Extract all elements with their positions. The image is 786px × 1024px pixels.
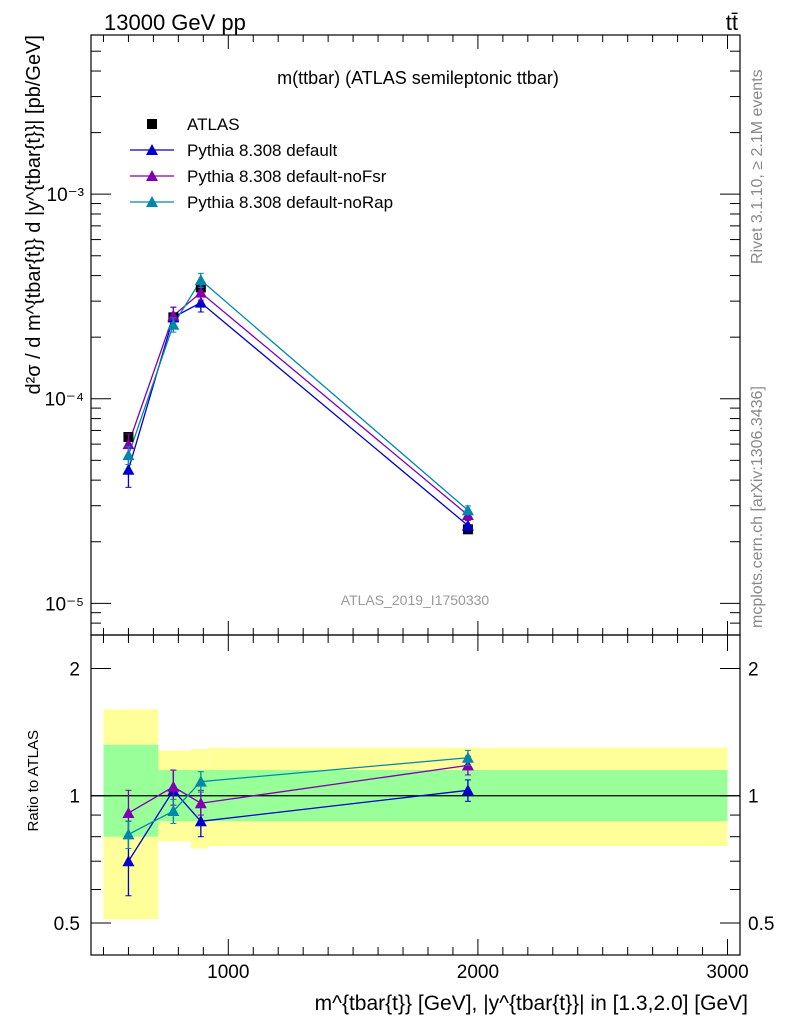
y-tick-label: 10⁻⁵ <box>45 594 84 615</box>
legend-marker <box>146 144 158 155</box>
legend-label: Pythia 8.308 default <box>187 141 338 160</box>
header-left: 13000 GeV pp <box>104 10 246 35</box>
ratio-point <box>167 780 180 792</box>
ratio-markers <box>122 749 474 897</box>
ratio-point <box>122 855 135 867</box>
legend-marker <box>146 196 158 207</box>
ratio-point <box>461 751 474 763</box>
ratio-panel: 0.5 0.5 1 1 2 2 1000 2000 3000 Ratio to ATLAS m^… <box>25 634 774 1015</box>
x-tick-label: 1000 <box>207 962 249 983</box>
ratio-y-tick-label: 0.5 <box>54 914 80 935</box>
series-line <box>127 279 469 511</box>
main-series-lines <box>127 279 469 527</box>
ratio-frame <box>90 634 741 956</box>
chart-title: m(ttbar) (ATLAS semileptonic ttbar) <box>277 68 559 88</box>
y-tick-label: 10⁻³ <box>47 185 85 206</box>
series-line <box>127 301 469 527</box>
legend-label: Pythia 8.308 default-noRap <box>187 193 393 212</box>
main-ticks: 10⁻⁵ 10⁻⁴ 10⁻³ <box>45 34 740 636</box>
mcplots-label: mcplots.cern.ch [arXiv:1306.3436] <box>749 386 766 628</box>
ratio-y-tick-label-right: 1 <box>748 787 759 808</box>
main-markers <box>122 272 474 535</box>
header-right: tt̄ <box>726 10 738 35</box>
series-line <box>127 291 469 516</box>
mc-point <box>461 504 474 516</box>
legend-label: Pythia 8.308 default-noFsr <box>187 167 387 186</box>
ratio-point <box>122 807 135 819</box>
main-panel: 10⁻⁵ 10⁻⁴ 10⁻³ m(ttbar) (ATLAS semileptoni… <box>23 34 741 636</box>
legend-marker <box>147 119 157 129</box>
legend-label: ATLAS <box>187 115 240 134</box>
x-tick-label: 2000 <box>457 962 499 983</box>
legend-marker <box>146 170 158 181</box>
mc-point <box>194 296 207 308</box>
ratio-point <box>194 797 207 809</box>
mc-point <box>122 463 135 475</box>
ratio-series-line <box>128 764 469 814</box>
ratio-point <box>194 775 207 787</box>
mc-point <box>167 318 180 330</box>
ratio-bands <box>91 709 740 920</box>
y-tick-label: 10⁻⁴ <box>45 390 84 411</box>
ratio-y-tick-label-right: 2 <box>748 659 759 680</box>
mc-point <box>194 274 207 286</box>
ratio-series-lines <box>127 757 469 862</box>
ratio-y-tick-label: 2 <box>69 659 80 680</box>
mc-point <box>122 449 135 461</box>
x-axis-label: m^{tbar{t}} [GeV], |y^{tbar{t}}| in [1.3… <box>315 992 748 1015</box>
ratio-ticks: 0.5 0.5 1 1 2 2 1000 2000 3000 <box>54 635 774 983</box>
y-axis-label-main: d²σ / d m^{tbar{t}} d |y^{tbar{t}}| [pb/… <box>23 35 45 395</box>
ratio-point <box>461 784 474 796</box>
ratio-series-line <box>128 757 468 835</box>
x-tick-label: 3000 <box>706 962 748 983</box>
ratio-point <box>194 815 207 827</box>
ratio-y-tick-label: 1 <box>69 787 80 808</box>
ratio-series-line <box>127 789 468 862</box>
analysis-label: ATLAS_2019_I1750330 <box>341 592 490 608</box>
ratio-point <box>122 828 135 840</box>
y-axis-label-ratio: Ratio to ATLAS <box>25 730 42 831</box>
ratio-point <box>167 805 180 817</box>
mc-point <box>194 286 207 298</box>
legend: ATLAS Pythia 8.308 default Pythia 8.308 de… <box>130 115 393 212</box>
rivet-label: Rivet 3.1.10, ≥ 2.1M events <box>749 69 766 264</box>
ratio-y-tick-label-right: 0.5 <box>748 914 774 935</box>
mc-point <box>461 519 474 531</box>
